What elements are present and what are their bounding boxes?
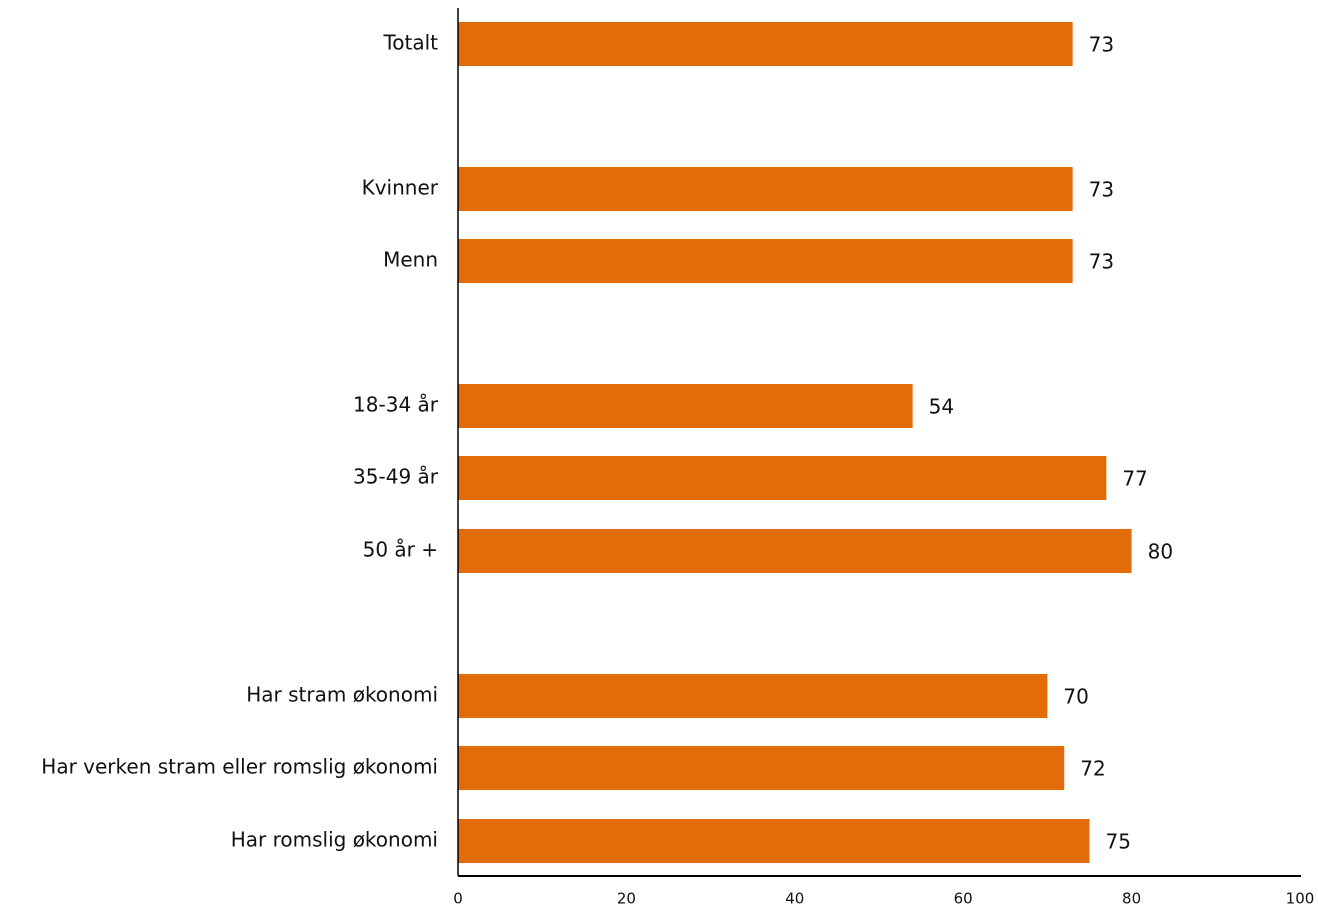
- category-label: Kvinner: [362, 176, 439, 200]
- bar-8: [458, 819, 1090, 863]
- category-label: 50 år +: [363, 538, 438, 562]
- bar-6: [458, 674, 1048, 718]
- x-tick-label: 100: [1286, 890, 1315, 908]
- bar-4: [458, 456, 1107, 500]
- category-label: Menn: [383, 248, 438, 272]
- category-label: Totalt: [382, 31, 438, 55]
- x-tick-label: 60: [954, 890, 973, 908]
- bar-0: [458, 22, 1073, 66]
- category-label: 35-49 år: [353, 465, 439, 489]
- x-tick-label: 80: [1122, 890, 1141, 908]
- value-labels-layer: 73 73 73 54 77 80 70 72 75: [929, 33, 1173, 854]
- value-label: 54: [929, 395, 954, 419]
- category-label: Har romslig økonomi: [231, 828, 438, 852]
- bar-1: [458, 167, 1073, 211]
- category-label: Har stram økonomi: [246, 683, 438, 707]
- value-label: 70: [1063, 685, 1088, 709]
- x-tick-label: 0: [453, 890, 463, 908]
- value-label: 73: [1089, 178, 1114, 202]
- category-label: Har verken stram eller romslig økonomi: [41, 755, 438, 779]
- bar-7: [458, 746, 1065, 790]
- value-label: 75: [1106, 830, 1131, 854]
- value-label: 77: [1122, 467, 1147, 491]
- bars-layer: [458, 22, 1132, 863]
- value-label: 73: [1089, 33, 1114, 57]
- value-label: 72: [1080, 757, 1105, 781]
- bar-5: [458, 529, 1132, 573]
- category-labels-layer: Totalt Kvinner Menn 18-34 år 35-49 år 50 år +…: [41, 31, 438, 852]
- x-tick-label: 40: [785, 890, 804, 908]
- value-label: 73: [1089, 250, 1114, 274]
- bar-3: [458, 384, 913, 428]
- value-label: 80: [1148, 540, 1173, 564]
- category-label: 18-34 år: [353, 393, 439, 417]
- x-axis-ticks-layer: 0 20 40 60 80 100: [453, 890, 1314, 908]
- bar-2: [458, 239, 1073, 283]
- x-tick-label: 20: [617, 890, 636, 908]
